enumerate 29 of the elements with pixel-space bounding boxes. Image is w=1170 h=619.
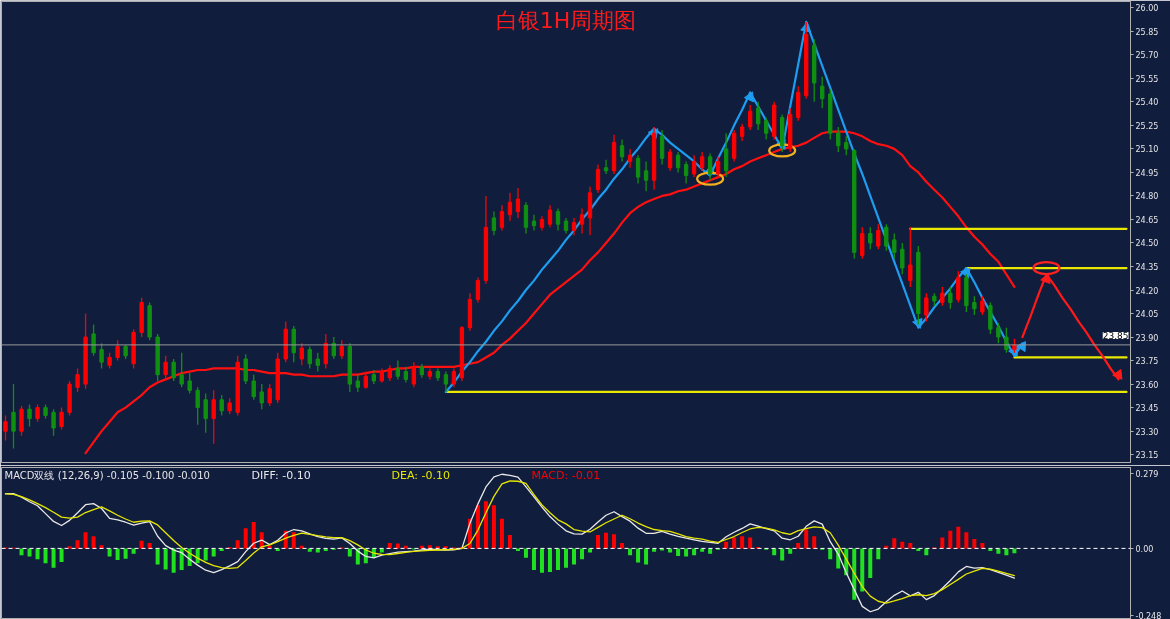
y-tick-label: 26.00 xyxy=(1135,4,1159,14)
y-tick-label: 23.60 xyxy=(1135,380,1159,390)
y-tick-label: 23.90 xyxy=(1135,333,1159,343)
ref-line-label: 23.85 xyxy=(1102,330,1129,341)
y-tick-label: 25.85 xyxy=(1135,27,1159,37)
y-tick-label: 24.05 xyxy=(1135,310,1159,320)
y-tick-label: 24.65 xyxy=(1135,215,1159,225)
y-tick-label: 23.30 xyxy=(1135,427,1159,437)
text: MACD: -0.01 xyxy=(531,468,601,482)
y-tick-label: 0.279 xyxy=(1135,469,1159,479)
y-tick-label: 25.25 xyxy=(1135,121,1159,131)
y-tick-label: 24.95 xyxy=(1135,168,1159,178)
text: DIFF: -0.10 xyxy=(251,468,311,482)
y-tick-label: 25.70 xyxy=(1135,51,1159,61)
y-tick-label: 0.00 xyxy=(1135,544,1154,554)
text: DEA: -0.10 xyxy=(391,468,450,482)
chart-title: MACD双线 (12,26,9) -0.105 -0.100 -0.010 xyxy=(4,469,210,481)
y-tick-label: 24.35 xyxy=(1135,263,1159,272)
y-tick-label: 23.75 xyxy=(1135,357,1159,367)
y-tick-label: 25.40 xyxy=(1135,98,1159,108)
y-tick-label: 23.45 xyxy=(1135,404,1159,414)
y-tick-label: 23.15 xyxy=(1135,451,1159,461)
y-tick-label: 24.20 xyxy=(1135,286,1159,296)
y-tick-label: -0.248 xyxy=(1135,611,1162,619)
y-tick-label: 24.50 xyxy=(1135,239,1159,249)
chart-title: 白银1H周期图 xyxy=(495,7,637,33)
y-tick-label: 25.10 xyxy=(1135,145,1159,155)
y-tick-label: 24.80 xyxy=(1135,192,1159,202)
y-tick-label: 25.55 xyxy=(1135,74,1159,84)
